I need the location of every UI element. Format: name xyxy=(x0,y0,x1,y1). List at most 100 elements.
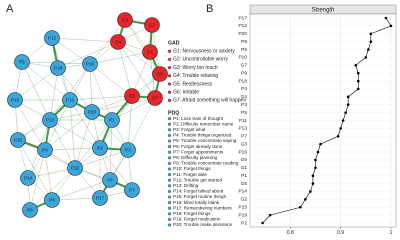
node xyxy=(147,90,163,106)
node xyxy=(152,66,168,82)
point xyxy=(384,16,388,20)
y-tick-label: P6 xyxy=(241,47,247,53)
point xyxy=(311,174,315,177)
node xyxy=(142,44,158,60)
node-label: P10 xyxy=(71,166,80,171)
y-tick-label: P4 xyxy=(241,86,247,92)
edge xyxy=(124,19,161,75)
point xyxy=(356,87,360,91)
legend-item: P20: Trouble make decisions xyxy=(173,222,233,227)
y-tick-label: P10 xyxy=(238,55,247,61)
legend-swatch xyxy=(167,184,172,188)
node-label: G2 xyxy=(149,23,156,28)
legend-swatch xyxy=(167,161,172,165)
node xyxy=(84,104,100,120)
legend-item: P17: Remembering numbers xyxy=(173,205,232,210)
legend-item: P2: Difficulty remember name xyxy=(173,121,234,126)
point xyxy=(389,24,393,28)
edge xyxy=(127,97,156,151)
edge xyxy=(69,99,101,149)
y-tick-label: P1 xyxy=(241,173,247,179)
point xyxy=(336,134,340,138)
node-label: G6 xyxy=(129,94,136,99)
node xyxy=(110,34,126,50)
edge xyxy=(69,95,133,101)
legend-swatch xyxy=(167,212,172,216)
edge xyxy=(89,63,133,97)
legend-item: G1: Nervousness or anxiety xyxy=(173,49,235,55)
edge xyxy=(91,97,156,113)
legend-item: G2: Uncontrollable worry xyxy=(173,57,229,63)
legend-swatch xyxy=(167,195,172,199)
node xyxy=(42,112,58,128)
node xyxy=(10,132,26,148)
point xyxy=(311,182,315,185)
edge xyxy=(44,111,93,151)
x-tick-label: 0.9 xyxy=(337,230,344,236)
panel-label: A xyxy=(6,3,14,15)
edge xyxy=(44,147,101,151)
legend-swatch xyxy=(167,49,172,53)
legend-swatch xyxy=(167,178,172,182)
legend-swatch xyxy=(167,206,172,210)
y-tick-label: P5 xyxy=(241,110,247,116)
legend-swatch xyxy=(167,223,172,227)
node-label: P16 xyxy=(86,62,95,67)
edge xyxy=(89,63,113,121)
y-tick-label: P9 xyxy=(241,70,247,76)
legend-swatch xyxy=(167,133,172,137)
y-tick-label: G1 xyxy=(241,165,248,171)
legend-item: P1: Lose train of thought xyxy=(173,116,224,121)
legend-item: P18: Forget things xyxy=(173,211,211,216)
node-label: P6 xyxy=(107,178,113,183)
node xyxy=(20,170,36,186)
edge xyxy=(14,99,46,151)
node-label: P12 xyxy=(48,36,57,41)
edge xyxy=(17,139,53,201)
legend-swatch xyxy=(167,139,172,143)
edge xyxy=(21,61,71,101)
point xyxy=(309,190,312,193)
y-tick-label: P12 xyxy=(238,23,247,29)
node-label: G5 xyxy=(157,72,164,77)
legend-item: G7: Afraid something will happen xyxy=(173,98,246,104)
legend-swatch xyxy=(167,128,172,132)
edge xyxy=(51,179,111,201)
y-tick-label: P14 xyxy=(238,189,247,195)
node-label: P3 xyxy=(125,148,131,153)
node-label: P19 xyxy=(11,98,20,103)
point xyxy=(304,198,307,201)
node xyxy=(14,54,30,70)
legend-item: P3: Forget what xyxy=(173,127,206,132)
legend-item: G3: Worry too much xyxy=(173,65,218,71)
node-label: P20 xyxy=(88,110,97,115)
panel-label: B xyxy=(206,3,213,15)
edge xyxy=(51,37,119,43)
edge xyxy=(99,147,133,191)
legend-swatch xyxy=(167,98,172,102)
node-label: P18 xyxy=(54,66,63,71)
legend-swatch xyxy=(167,66,172,70)
y-tick-label: P11 xyxy=(239,118,248,124)
y-tick-label: P8 xyxy=(241,39,247,45)
legend-item: P8: Difficulty planning xyxy=(173,155,218,160)
legend-item: P19: Forget medication xyxy=(173,217,221,222)
legend-swatch xyxy=(167,122,172,126)
point xyxy=(346,95,350,99)
edge xyxy=(89,51,151,65)
edge xyxy=(111,97,156,121)
y-tick-label: G3 xyxy=(241,141,248,147)
y-tick-label: P15 xyxy=(238,204,247,210)
edge xyxy=(89,63,93,113)
edge xyxy=(49,119,101,149)
y-tick-label: G5 xyxy=(241,181,248,187)
point xyxy=(299,205,302,209)
legend-item: P4: Trouble things organized xyxy=(173,133,232,138)
point xyxy=(344,111,347,114)
legend-heading: PDQ xyxy=(168,110,179,116)
y-tick-label: P13 xyxy=(238,126,247,132)
legend-item: G5: Restlessness xyxy=(173,81,213,87)
node xyxy=(124,88,140,104)
node xyxy=(44,192,60,208)
edge xyxy=(57,41,119,69)
